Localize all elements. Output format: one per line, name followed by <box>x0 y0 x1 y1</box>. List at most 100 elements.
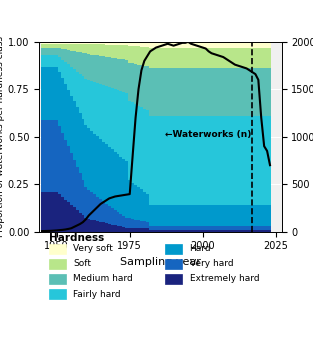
Bar <box>187 205 190 226</box>
Bar <box>161 47 163 68</box>
Bar <box>190 68 192 116</box>
Bar <box>122 92 125 159</box>
Bar <box>140 107 143 190</box>
Bar <box>108 206 111 224</box>
Bar <box>175 42 178 47</box>
Bar <box>85 187 87 218</box>
Bar <box>64 140 67 200</box>
Bar <box>172 42 175 47</box>
Bar <box>222 42 225 47</box>
Bar <box>140 47 143 65</box>
Bar <box>245 226 248 230</box>
Bar <box>52 47 55 55</box>
Bar <box>73 42 76 44</box>
Bar <box>67 50 70 65</box>
Bar <box>175 68 178 116</box>
Bar <box>134 185 137 220</box>
Bar <box>85 53 87 79</box>
Bar <box>187 42 190 47</box>
Bar <box>87 80 90 128</box>
Bar <box>155 230 157 232</box>
Bar <box>210 68 213 116</box>
Bar <box>216 226 219 230</box>
Bar <box>254 205 257 226</box>
Bar <box>79 173 81 213</box>
Bar <box>111 149 114 208</box>
Bar <box>90 42 93 44</box>
Bar <box>260 116 263 205</box>
Bar <box>231 47 233 68</box>
Bar <box>222 116 225 205</box>
Bar <box>52 67 55 120</box>
Bar <box>90 81 93 131</box>
Bar <box>257 205 260 226</box>
Bar <box>111 88 114 149</box>
Bar <box>125 60 128 92</box>
Bar <box>134 228 137 232</box>
Bar <box>99 199 102 222</box>
Bar <box>204 47 207 68</box>
Text: Soft: Soft <box>73 259 91 268</box>
Bar <box>85 79 87 125</box>
Bar <box>266 42 269 47</box>
Bar <box>219 226 222 230</box>
Bar <box>222 205 225 226</box>
Bar <box>190 42 192 47</box>
Bar <box>242 42 245 47</box>
Bar <box>236 116 239 205</box>
Bar <box>228 42 231 47</box>
Bar <box>131 42 134 46</box>
Bar <box>41 67 44 120</box>
Bar <box>81 44 85 53</box>
Bar <box>155 47 157 68</box>
Bar <box>76 72 79 107</box>
Bar <box>87 128 90 190</box>
Bar <box>236 42 239 47</box>
Bar <box>102 42 105 44</box>
Bar <box>46 120 49 192</box>
Bar <box>169 205 172 226</box>
Bar <box>225 226 228 230</box>
Bar <box>87 42 90 44</box>
Bar <box>181 68 184 116</box>
Bar <box>163 68 166 116</box>
Bar <box>266 226 269 230</box>
Bar <box>257 68 260 116</box>
Bar <box>140 190 143 221</box>
Bar <box>73 44 76 51</box>
Bar <box>99 222 102 232</box>
Bar <box>239 226 242 230</box>
Bar <box>169 42 172 47</box>
Bar <box>73 102 76 160</box>
Bar <box>251 42 254 47</box>
Bar <box>108 45 111 57</box>
Bar <box>114 58 116 89</box>
Bar <box>231 226 233 230</box>
Bar <box>161 205 163 226</box>
Bar <box>178 116 181 205</box>
Bar <box>49 47 52 55</box>
Bar <box>146 42 149 47</box>
Bar <box>116 226 120 232</box>
FancyBboxPatch shape <box>49 289 66 299</box>
Bar <box>49 44 52 47</box>
Bar <box>102 85 105 142</box>
Bar <box>260 47 263 68</box>
Bar <box>137 228 140 232</box>
Bar <box>213 47 216 68</box>
Bar <box>93 194 96 220</box>
Bar <box>161 226 163 230</box>
Bar <box>178 68 181 116</box>
Bar <box>233 205 236 226</box>
Bar <box>105 42 108 45</box>
Bar <box>201 68 204 116</box>
Bar <box>155 226 157 230</box>
Bar <box>157 42 161 47</box>
Bar <box>248 230 251 232</box>
Bar <box>44 192 46 232</box>
Bar <box>254 68 257 116</box>
Bar <box>143 66 146 109</box>
Bar <box>128 42 131 46</box>
Bar <box>169 226 172 230</box>
Bar <box>201 230 204 232</box>
